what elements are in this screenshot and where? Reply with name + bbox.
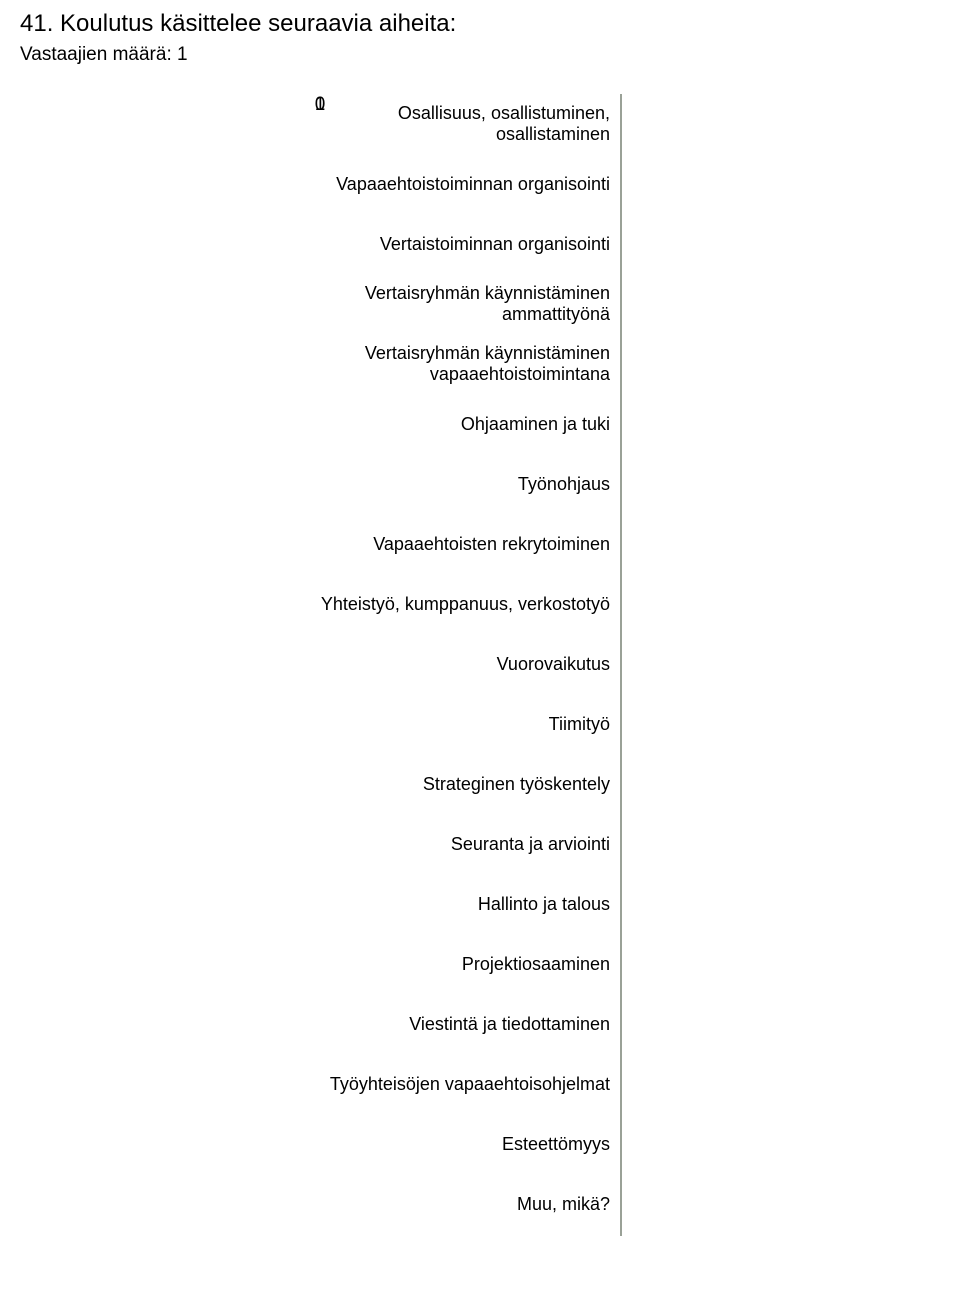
page-title: 41. Koulutus käsittelee seuraavia aiheit… — [20, 10, 940, 38]
category-label: Työnohjaus — [320, 454, 620, 514]
category-label: Strateginen työskentely — [320, 754, 620, 814]
labels-column: Osallisuus, osallistuminen, osallistamin… — [320, 94, 620, 1236]
category-label: Vertaistoiminnan organisointi — [320, 214, 620, 274]
category-label: Hallinto ja talous — [320, 874, 620, 934]
x-axis-tick: 1 — [315, 94, 326, 116]
category-label: Osallisuus, osallistuminen, osallistamin… — [320, 94, 620, 154]
page: 41. Koulutus käsittelee seuraavia aiheit… — [0, 0, 960, 1276]
respondent-count: Vastaajien määrä: 1 — [20, 44, 940, 66]
category-label: Vapaaehtoisten rekrytoiminen — [320, 514, 620, 574]
chart: 01Osallisuus, osallistuminen, osallistam… — [20, 94, 940, 1236]
category-label: Ohjaaminen ja tuki — [320, 394, 620, 454]
axis-spacer — [20, 94, 320, 1236]
category-label: Projektiosaaminen — [320, 934, 620, 994]
plot-area — [620, 94, 622, 1236]
category-label: Yhteistyö, kumppanuus, verkostotyö — [320, 574, 620, 634]
chart-body: Osallisuus, osallistuminen, osallistamin… — [320, 94, 622, 1236]
category-label: Vuorovaikutus — [320, 634, 620, 694]
category-label: Viestintä ja tiedottaminen — [320, 994, 620, 1054]
category-label: Seuranta ja arviointi — [320, 814, 620, 874]
category-label: Tiimityö — [320, 694, 620, 754]
category-label: Vapaaehtoistoiminnan organisointi — [320, 154, 620, 214]
category-label: Vertaisryhmän käynnistäminen vapaaehtois… — [320, 334, 620, 394]
category-label: Muu, mikä? — [320, 1174, 620, 1234]
axis-header: 01 — [20, 94, 320, 1236]
category-label: Vertaisryhmän käynnistäminen ammattityön… — [320, 274, 620, 334]
category-label: Esteettömyys — [320, 1114, 620, 1174]
category-label: Työyhteisöjen vapaaehtoisohjelmat — [320, 1054, 620, 1114]
